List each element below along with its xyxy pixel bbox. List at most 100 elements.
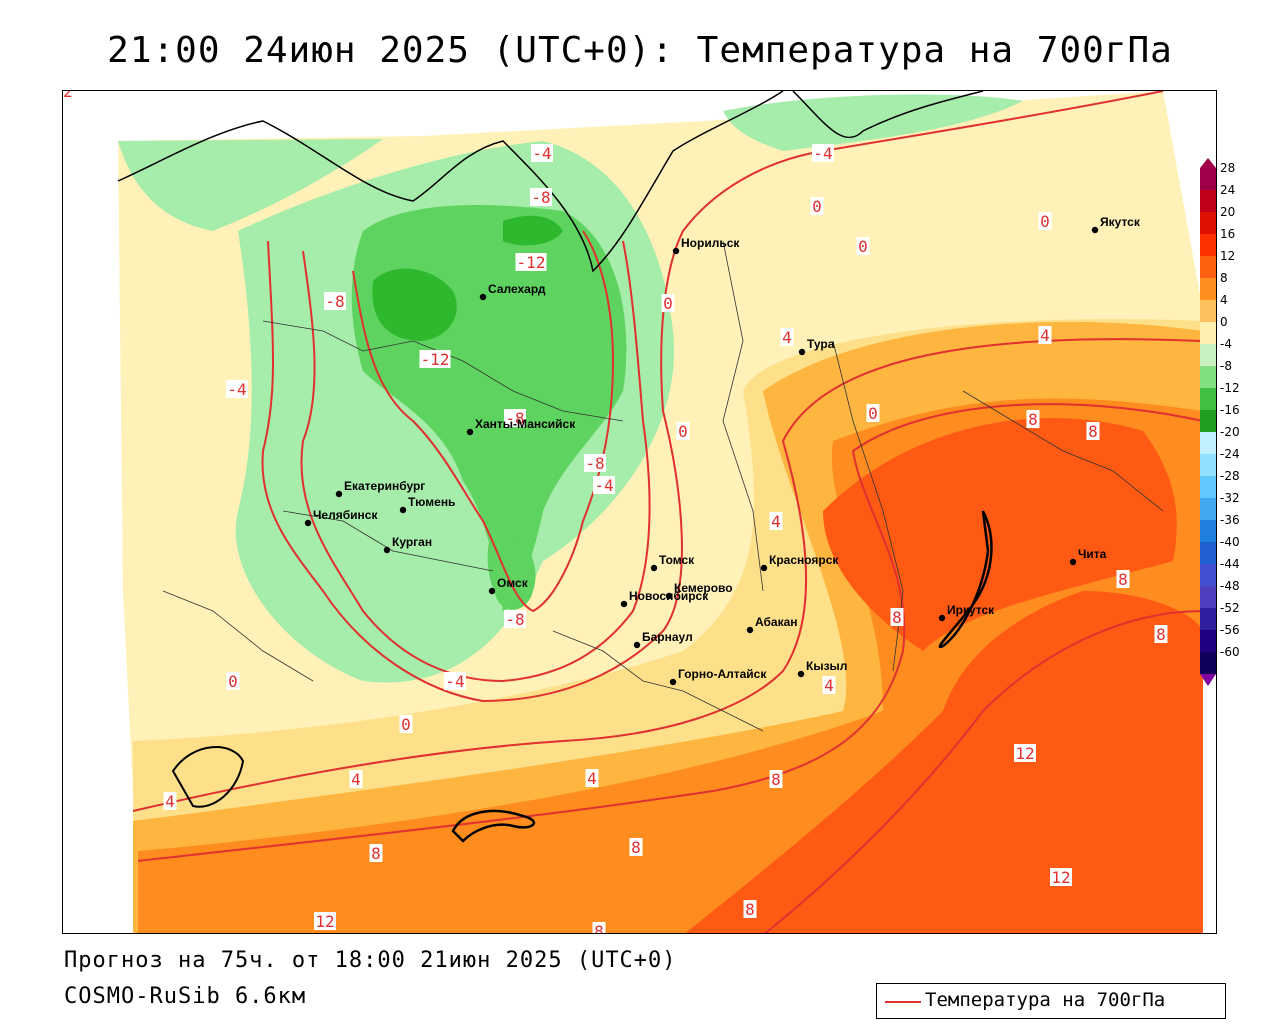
city-dot — [479, 293, 487, 301]
contour-label: 0 — [661, 294, 675, 313]
contour-label-text: 0 — [228, 672, 238, 691]
contour-label-text: -8 — [505, 409, 524, 428]
contour-label: 8 — [592, 922, 606, 933]
city-marker: Томск — [650, 553, 695, 572]
contour-label-text: 12 — [1015, 744, 1034, 763]
scale-swatch — [1200, 586, 1216, 608]
city-dot — [650, 564, 658, 572]
city-dot — [466, 428, 474, 436]
city-dot — [746, 626, 754, 634]
scale-tick-label: 20 — [1220, 205, 1235, 219]
city-marker: Красноярск — [760, 553, 839, 572]
city-label: Иркутск — [947, 603, 995, 617]
contour-label-bg — [743, 900, 757, 918]
scale-swatch — [1200, 432, 1216, 454]
contour-label: 12 — [1050, 868, 1072, 887]
contour-label-bg — [810, 197, 824, 215]
contour-label: 0 — [810, 197, 824, 216]
scale-swatch — [1200, 608, 1216, 630]
contour-label: -12 — [515, 253, 547, 272]
contour-label-text: 4 — [824, 676, 834, 695]
contour-label-text: 0 — [1040, 212, 1050, 231]
scale-tick-label: 12 — [1220, 249, 1235, 263]
contour-label: -4 — [444, 672, 466, 691]
scale-tick-label: -20 — [1220, 425, 1240, 439]
city-marker: Чита — [1069, 547, 1107, 566]
contour-label-text: 4 — [165, 792, 175, 811]
scale-tick-label: 24 — [1220, 183, 1235, 197]
city-dot — [304, 519, 312, 527]
city-label: Тура — [807, 337, 835, 351]
scale-arrow-bottom — [1200, 674, 1216, 686]
isotherm-4-south — [132, 338, 1204, 812]
contour-label-bg — [1014, 744, 1036, 762]
contour-label: 8 — [629, 838, 643, 857]
contour-label-text: 8 — [1118, 570, 1128, 589]
coastline-ne — [792, 91, 984, 139]
legend: Температура на 700гПа — [876, 983, 1226, 1019]
city-marker: Тюмень — [399, 495, 455, 514]
coastline-north — [117, 91, 784, 273]
contour-label-bg — [780, 328, 794, 346]
city-marker: Норильск — [672, 236, 740, 255]
contour-label-text: 0 — [812, 197, 822, 216]
contour-label-bg — [349, 770, 363, 788]
scale-swatch — [1200, 388, 1216, 410]
contour-label-text: 12 — [1051, 868, 1070, 887]
city-label: Барнаул — [642, 630, 693, 644]
contour-label-bg — [515, 253, 547, 271]
city-marker: Горно-Алтайск — [669, 667, 767, 686]
city-label: Тюмень — [408, 495, 455, 509]
scale-tick-label: 8 — [1220, 271, 1228, 285]
contour-label-bg — [504, 409, 526, 427]
contour-label-bg — [399, 715, 413, 733]
scale-swatch — [1200, 256, 1216, 278]
band-red-orange — [685, 591, 1203, 933]
city-marker: Кемерово — [665, 581, 733, 600]
scale-tick-label: -52 — [1220, 601, 1240, 615]
scale-tick-label: -24 — [1220, 447, 1240, 461]
scale-tick-label: 4 — [1220, 293, 1228, 307]
scale-swatch — [1200, 344, 1216, 366]
legend-line-swatch — [885, 1001, 921, 1003]
contour-label-bg — [226, 672, 240, 690]
contour-label-bg — [856, 237, 870, 255]
contour-label: 8 — [1116, 570, 1130, 589]
scale-swatch — [1200, 498, 1216, 520]
border-6 — [162, 590, 314, 682]
city-dot — [335, 490, 343, 498]
cities: Якутск Норильск Салехард Тура Ханты-Мансийск… — [304, 215, 1141, 686]
contour-label-text: 8 — [1088, 422, 1098, 441]
map-frame: -4 -4 -8 -12 -8 -12 -4 -8 -8 -4 -8 -4 0 0 0 0 0 0 0 0 4 4 4 4 4 4… — [62, 90, 1217, 934]
contour-label: 4 — [163, 792, 177, 811]
city-marker: Кызыл — [797, 659, 847, 678]
city-dot — [798, 348, 806, 356]
contour-label-text: 8 — [631, 838, 641, 857]
contour-label: 12 — [1014, 744, 1036, 763]
contour-label-text: 8 — [1028, 410, 1038, 429]
contour-label: -8 — [584, 454, 606, 473]
city-label: Томск — [659, 553, 695, 567]
contour-label-text: 0 — [401, 715, 411, 734]
contour-label-bg — [530, 188, 552, 206]
scale-swatch — [1200, 564, 1216, 586]
scale-tick-label: -12 — [1220, 381, 1240, 395]
contour-label-text: -4 — [445, 672, 464, 691]
contour-label-bg — [676, 422, 690, 440]
contour-label: 0 — [1038, 212, 1052, 231]
legend-label: Температура на 700гПа — [925, 989, 1166, 1011]
scale-swatch — [1200, 168, 1216, 190]
color-scale-svg: 28 24 20 16 12 8 4 0 -4 -8 -12 -16 -20 -24 -28 -32 -36 -4… — [1200, 158, 1240, 686]
contour-label-text: -4 — [594, 476, 613, 495]
contour-label-bg — [1116, 570, 1130, 588]
city-dot — [669, 678, 677, 686]
contour-labels: -4 -4 -8 -12 -8 -12 -4 -8 -8 -4 -8 -4 0 0 0 0 0 0 0 0 4 4 4 4 4 4… — [63, 91, 1168, 933]
isotherm-m4 — [300, 240, 651, 683]
city-dot — [665, 592, 673, 600]
scale-swatch — [1200, 542, 1216, 564]
contour-label-bg — [769, 770, 783, 788]
band-green-light-north — [118, 139, 383, 231]
contour-label-text: 4 — [351, 770, 361, 789]
city-marker: Тура — [798, 337, 835, 356]
contour-label-text: -8 — [531, 188, 550, 207]
